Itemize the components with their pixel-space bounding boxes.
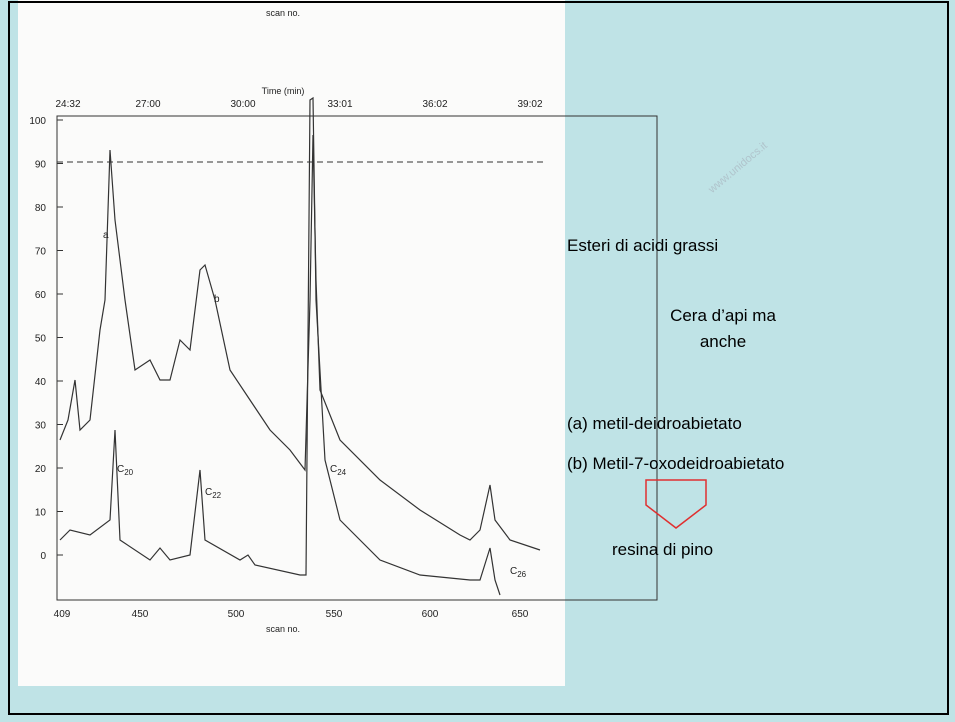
y-tick-label: 100 [29,116,46,127]
scan-tick-label: 600 [422,609,439,620]
list-item: (a) metil-deidroabietato [567,414,742,433]
time-tick-label: 33:01 [327,99,352,110]
peak-label-sub: 24 [337,468,346,477]
plot-frame [56,115,658,601]
peak-label-sub: 20 [124,468,133,477]
y-tick-label: 70 [35,247,47,258]
scan-tick-label: 650 [512,609,529,620]
y-tick-label: 0 [40,551,46,562]
peak-label: C20 [117,464,134,477]
scan-image [18,0,565,686]
scan-tick-label: 450 [132,609,149,620]
scan-tick-label: 409 [54,609,71,620]
axis-title: scan no. [266,8,300,18]
y-tick-label: 10 [35,508,47,519]
peak-label-main: C [510,566,517,577]
trace-upper [59,134,541,551]
y-tick-label: 90 [35,160,47,171]
axis-title: Time (min) [262,86,305,96]
peak-letter: a [103,230,109,241]
peak-label: C26 [510,566,527,579]
scan-tick-label: 550 [326,609,343,620]
y-tick-label: 40 [35,377,47,388]
chromatogram: scan no. Time (min) scan no. 24:32 27:00 30:0… [29,8,658,634]
y-tick-label: 60 [35,290,47,301]
peak-label-main: C [117,464,124,475]
peak-label: C22 [205,487,222,500]
peak-label-main: C [205,487,212,498]
scan-tick-label: 500 [228,609,245,620]
peak-label-sub: 26 [517,570,526,579]
time-tick-label: 39:02 [517,99,542,110]
peak-label-sub: 22 [212,491,221,500]
y-tick-label: 50 [35,334,47,345]
text-line: Cera d’api ma [670,306,776,325]
y-tick-label: 80 [35,203,47,214]
time-tick-label: 24:32 [55,99,80,110]
peak-letter: b [214,294,220,305]
trace-lower [59,96,501,596]
peak-label-main: C [330,464,337,475]
time-tick-label: 27:00 [135,99,160,110]
y-tick-label: 20 [35,464,47,475]
conclusion: resina di pino [612,540,713,559]
list-item: (b) Metil-7-oxodeidroabietato [567,454,784,473]
y-tick-label: 30 [35,421,47,432]
text-line: anche [700,332,746,351]
arrow-down [645,479,707,529]
time-tick-label: 36:02 [422,99,447,110]
peak-label: C24 [330,464,347,477]
time-tick-label: 30:00 [230,99,255,110]
slide-border [8,1,949,715]
axis-title: scan no. [266,624,300,634]
heading: Esteri di acidi grassi [567,236,718,255]
